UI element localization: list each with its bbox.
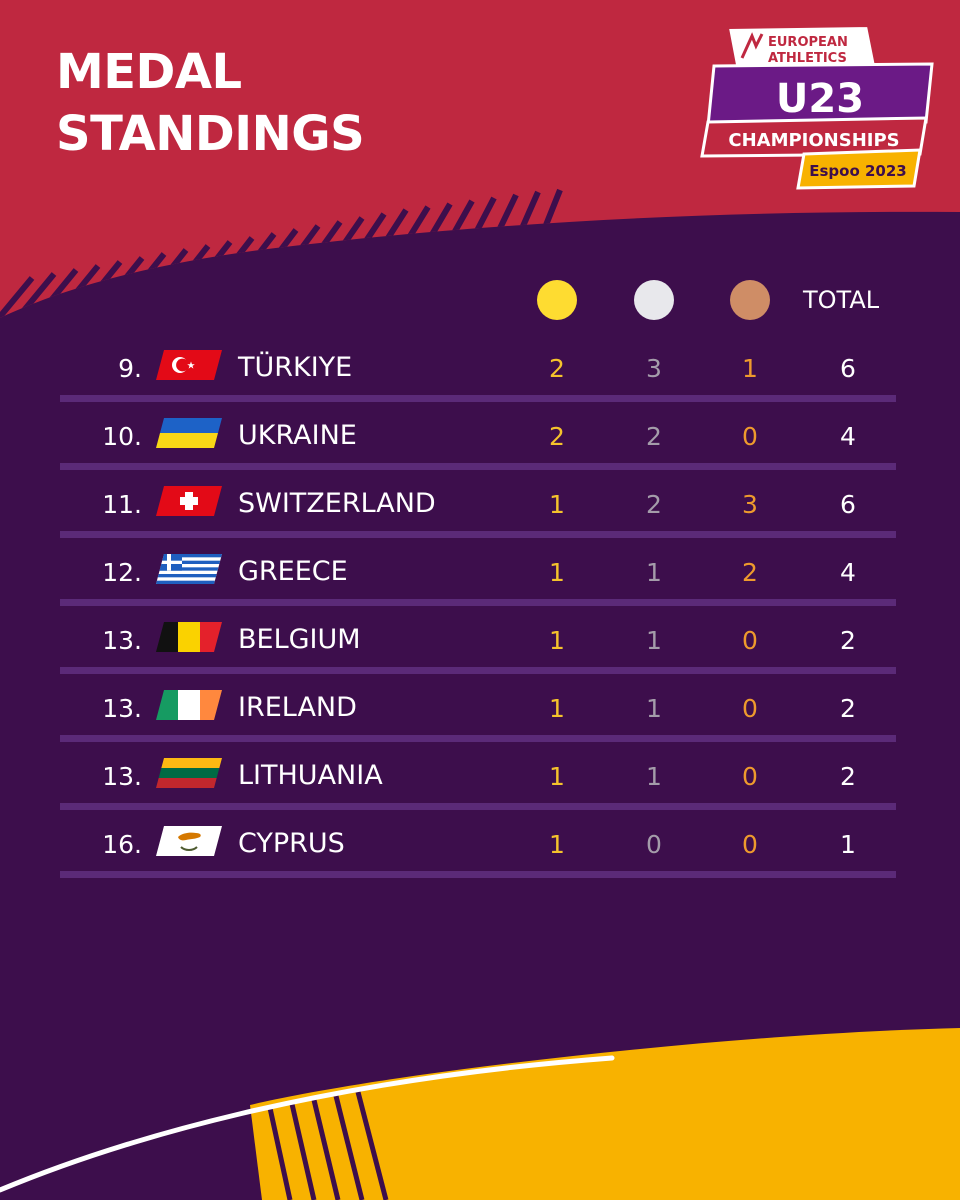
bronze-count: 2 [742, 558, 758, 587]
bronze-count: 3 [742, 490, 758, 519]
page-title-line-2: STANDINGS [56, 106, 365, 162]
gold-count: 1 [549, 762, 565, 791]
silver-count: 2 [646, 490, 662, 519]
championship-logo: EUROPEAN ATHLETICS U23 CHAMPIONSHIPS Esp… [700, 24, 934, 190]
row-separator [60, 531, 896, 538]
page-title-line-1: MEDAL [56, 44, 242, 100]
total-count: 4 [840, 422, 856, 451]
silver-count: 3 [646, 354, 662, 383]
track-stripes [267, 1091, 389, 1200]
total-count: 6 [840, 354, 856, 383]
country-name: UKRAINE [238, 420, 357, 451]
total-count: 4 [840, 558, 856, 587]
silver-count: 1 [646, 762, 662, 791]
gold-count: 2 [549, 354, 565, 383]
silver-count: 1 [646, 626, 662, 655]
gold-medal-icon [537, 280, 577, 320]
greece-flag-icon [156, 554, 222, 584]
silver-count: 0 [646, 830, 662, 859]
table-row: 13. IRELAND 1 1 0 2 [60, 682, 896, 750]
row-separator [60, 803, 896, 810]
country-name: BELGIUM [238, 624, 361, 655]
rank-label: 16. [102, 830, 142, 859]
bronze-medal-icon [730, 280, 770, 320]
gold-count: 1 [549, 490, 565, 519]
gold-count: 1 [549, 626, 565, 655]
logo-championships-text: CHAMPIONSHIPS [728, 130, 899, 151]
row-separator [60, 667, 896, 674]
total-count: 2 [840, 626, 856, 655]
total-count: 6 [840, 490, 856, 519]
gold-count: 2 [549, 422, 565, 451]
bronze-count: 0 [742, 626, 758, 655]
logo-u23-text: U23 [776, 76, 864, 122]
white-swoosh-line [0, 1055, 615, 1193]
table-row: 13. LITHUANIA 1 1 0 2 [60, 750, 896, 818]
silver-medal-icon [634, 280, 674, 320]
country-name: IRELAND [238, 692, 357, 723]
table-row: 12. GREECE 1 1 2 4 [60, 546, 896, 614]
gold-count: 1 [549, 694, 565, 723]
rank-label: 13. [102, 762, 142, 791]
ukraine-flag-icon [156, 418, 222, 448]
logo-location-text: Espoo 2023 [809, 162, 907, 180]
rank-label: 9. [118, 354, 142, 383]
row-separator [60, 871, 896, 878]
silver-count: 1 [646, 694, 662, 723]
table-row: 9. TÜRKIYE 2 3 1 6 [60, 342, 896, 410]
row-separator [60, 735, 896, 742]
switzerland-flag-icon [156, 486, 222, 516]
table-row: 10. UKRAINE 2 2 0 4 [60, 410, 896, 478]
logo-european-text: EUROPEAN [768, 35, 848, 50]
yellow-track-band [250, 1028, 960, 1200]
row-separator [60, 395, 896, 402]
rank-label: 13. [102, 626, 142, 655]
table-row: 13. BELGIUM 1 1 0 2 [60, 614, 896, 682]
lithuania-flag-icon [156, 758, 222, 788]
total-count: 2 [840, 762, 856, 791]
turkey-flag-icon [156, 350, 222, 380]
ireland-flag-icon [156, 690, 222, 720]
bronze-count: 0 [742, 422, 758, 451]
silver-count: 2 [646, 422, 662, 451]
country-name: GREECE [238, 556, 348, 587]
bronze-count: 0 [742, 694, 758, 723]
logo-athletics-text: ATHLETICS [768, 51, 847, 66]
bronze-count: 1 [742, 354, 758, 383]
country-name: LITHUANIA [238, 760, 383, 791]
total-count: 2 [840, 694, 856, 723]
gold-count: 1 [549, 558, 565, 587]
country-name: TÜRKIYE [238, 352, 353, 383]
cyprus-flag-icon [156, 826, 222, 856]
belgium-flag-icon [156, 622, 222, 652]
bronze-count: 0 [742, 830, 758, 859]
rank-label: 12. [102, 558, 142, 587]
gold-count: 1 [549, 830, 565, 859]
table-row: 16. CYPRUS 1 0 0 1 [60, 818, 896, 886]
rank-label: 10. [102, 422, 142, 451]
rank-label: 11. [102, 490, 142, 519]
table-row: 11. SWITZERLAND 1 2 3 6 [60, 478, 896, 546]
total-column-header: TOTAL [803, 286, 880, 314]
country-name: SWITZERLAND [238, 488, 436, 519]
rank-label: 13. [102, 694, 142, 723]
row-separator [60, 463, 896, 470]
country-name: CYPRUS [238, 828, 345, 859]
row-separator [60, 599, 896, 606]
silver-count: 1 [646, 558, 662, 587]
total-count: 1 [840, 830, 856, 859]
bronze-count: 0 [742, 762, 758, 791]
